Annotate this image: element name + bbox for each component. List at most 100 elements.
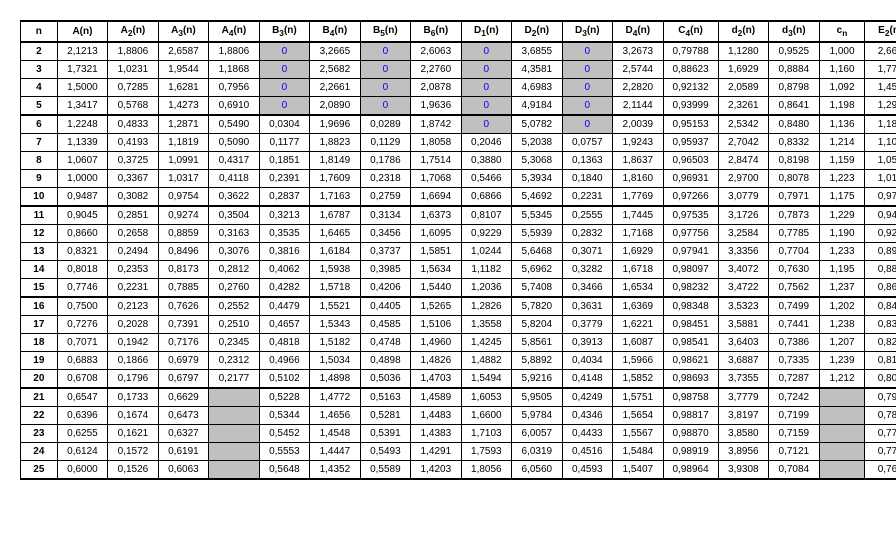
data-cell: 1,092 <box>819 79 865 97</box>
data-cell: 1,6787 <box>310 206 360 225</box>
column-header: D4(n) <box>613 21 663 42</box>
data-cell: 0,4516 <box>562 443 612 461</box>
data-cell: 0,79788 <box>663 42 718 61</box>
data-cell: 1,9636 <box>411 97 461 116</box>
data-cell: 0 <box>461 42 511 61</box>
data-cell: 5,8892 <box>512 352 562 370</box>
data-cell: 2,9700 <box>718 170 768 188</box>
data-cell: 1,190 <box>819 225 865 243</box>
data-cell: 1,6095 <box>411 225 461 243</box>
data-cell: 0,8173 <box>158 261 208 279</box>
data-cell: 1,207 <box>819 334 865 352</box>
data-cell: 3,8580 <box>718 425 768 443</box>
data-cell: 0,4585 <box>360 316 410 334</box>
data-cell: 0,4818 <box>259 334 309 352</box>
data-cell: 0,1786 <box>360 152 410 170</box>
data-cell: 0,9525 <box>769 42 819 61</box>
data-cell: 0,4317 <box>209 152 259 170</box>
data-cell: 0,4148 <box>562 370 612 389</box>
data-cell: 1,175 <box>819 188 865 207</box>
data-cell: 1,5484 <box>613 443 663 461</box>
data-cell: 3,2584 <box>718 225 768 243</box>
data-cell: 1,5521 <box>310 297 360 316</box>
data-cell: 2,1213 <box>57 42 107 61</box>
data-cell: 3,3356 <box>718 243 768 261</box>
data-cell: 6,0057 <box>512 425 562 443</box>
data-cell: 1,4548 <box>310 425 360 443</box>
data-cell: 0,95153 <box>663 115 718 134</box>
data-cell: 0,7626 <box>158 297 208 316</box>
data-cell: 1,5265 <box>411 297 461 316</box>
data-cell: 0,7199 <box>769 407 819 425</box>
data-cell: 1,4772 <box>310 388 360 407</box>
data-cell: 2,0589 <box>718 79 768 97</box>
data-cell: 0,7386 <box>769 334 819 352</box>
data-cell: 8 <box>21 152 58 170</box>
data-cell: 0,6979 <box>158 352 208 370</box>
data-cell: 2,2820 <box>613 79 663 97</box>
data-cell: 0,98451 <box>663 316 718 334</box>
data-cell: 0 <box>562 61 612 79</box>
data-cell: 0,7562 <box>769 279 819 298</box>
data-cell: 0,7441 <box>769 316 819 334</box>
data-cell: 0,5281 <box>360 407 410 425</box>
data-cell: 1,6053 <box>461 388 511 407</box>
data-cell: 2 <box>21 42 58 61</box>
data-cell: 0,3213 <box>259 206 309 225</box>
data-cell: 1,6465 <box>310 225 360 243</box>
data-cell: 5,6468 <box>512 243 562 261</box>
column-header: D1(n) <box>461 21 511 42</box>
data-cell: 5,2038 <box>512 134 562 152</box>
data-cell: 0,2812 <box>209 261 259 279</box>
data-cell: 0,975 <box>865 188 896 207</box>
data-cell: 0,7287 <box>769 370 819 389</box>
data-cell: 6,0319 <box>512 443 562 461</box>
data-cell: 0,8496 <box>158 243 208 261</box>
data-cell: 1,054 <box>865 152 896 170</box>
data-cell: 0,8884 <box>769 61 819 79</box>
data-cell: 0,2832 <box>562 225 612 243</box>
data-cell: 0,1572 <box>108 443 158 461</box>
data-cell: 18 <box>21 334 58 352</box>
data-cell: 0,7084 <box>769 461 819 480</box>
data-cell: 0,98964 <box>663 461 718 480</box>
data-cell: 2,5682 <box>310 61 360 79</box>
data-cell: 0,9487 <box>57 188 107 207</box>
data-cell: 1,4898 <box>310 370 360 389</box>
data-cell: 0,98621 <box>663 352 718 370</box>
data-cell: 0,3504 <box>209 206 259 225</box>
data-cell: 0,3737 <box>360 243 410 261</box>
data-cell: 0,2658 <box>108 225 158 243</box>
data-cell: 2,2661 <box>310 79 360 97</box>
data-cell: 1,237 <box>819 279 865 298</box>
data-cell: 1,7609 <box>310 170 360 188</box>
data-cell: 1,1868 <box>209 61 259 79</box>
data-cell: 0,6629 <box>158 388 208 407</box>
data-cell: 1,229 <box>819 206 865 225</box>
data-cell: 0,4748 <box>360 334 410 352</box>
column-header: B5(n) <box>360 21 410 42</box>
data-cell: 3,8956 <box>718 443 768 461</box>
data-cell: 0,2028 <box>108 316 158 334</box>
data-cell: 0,7159 <box>769 425 819 443</box>
data-cell <box>209 388 259 407</box>
data-cell: 0,2046 <box>461 134 511 152</box>
data-cell: 0,899 <box>865 243 896 261</box>
data-cell: 3,6855 <box>512 42 562 61</box>
data-cell: 0,96931 <box>663 170 718 188</box>
data-cell: 5,3934 <box>512 170 562 188</box>
data-cell: 0,4593 <box>562 461 612 480</box>
data-cell: 0,98758 <box>663 388 718 407</box>
data-cell: 1,6221 <box>613 316 663 334</box>
data-cell: 21 <box>21 388 58 407</box>
data-cell: 1,6718 <box>613 261 663 279</box>
data-cell: 1,4960 <box>411 334 461 352</box>
data-cell: 1,4291 <box>411 443 461 461</box>
column-header: D2(n) <box>512 21 562 42</box>
data-cell: 2,1144 <box>613 97 663 116</box>
data-cell: 11 <box>21 206 58 225</box>
data-cell: 0,7704 <box>769 243 819 261</box>
data-cell: 0,763 <box>865 461 896 480</box>
data-cell: 0,8018 <box>57 261 107 279</box>
data-cell: 0,836 <box>865 316 896 334</box>
